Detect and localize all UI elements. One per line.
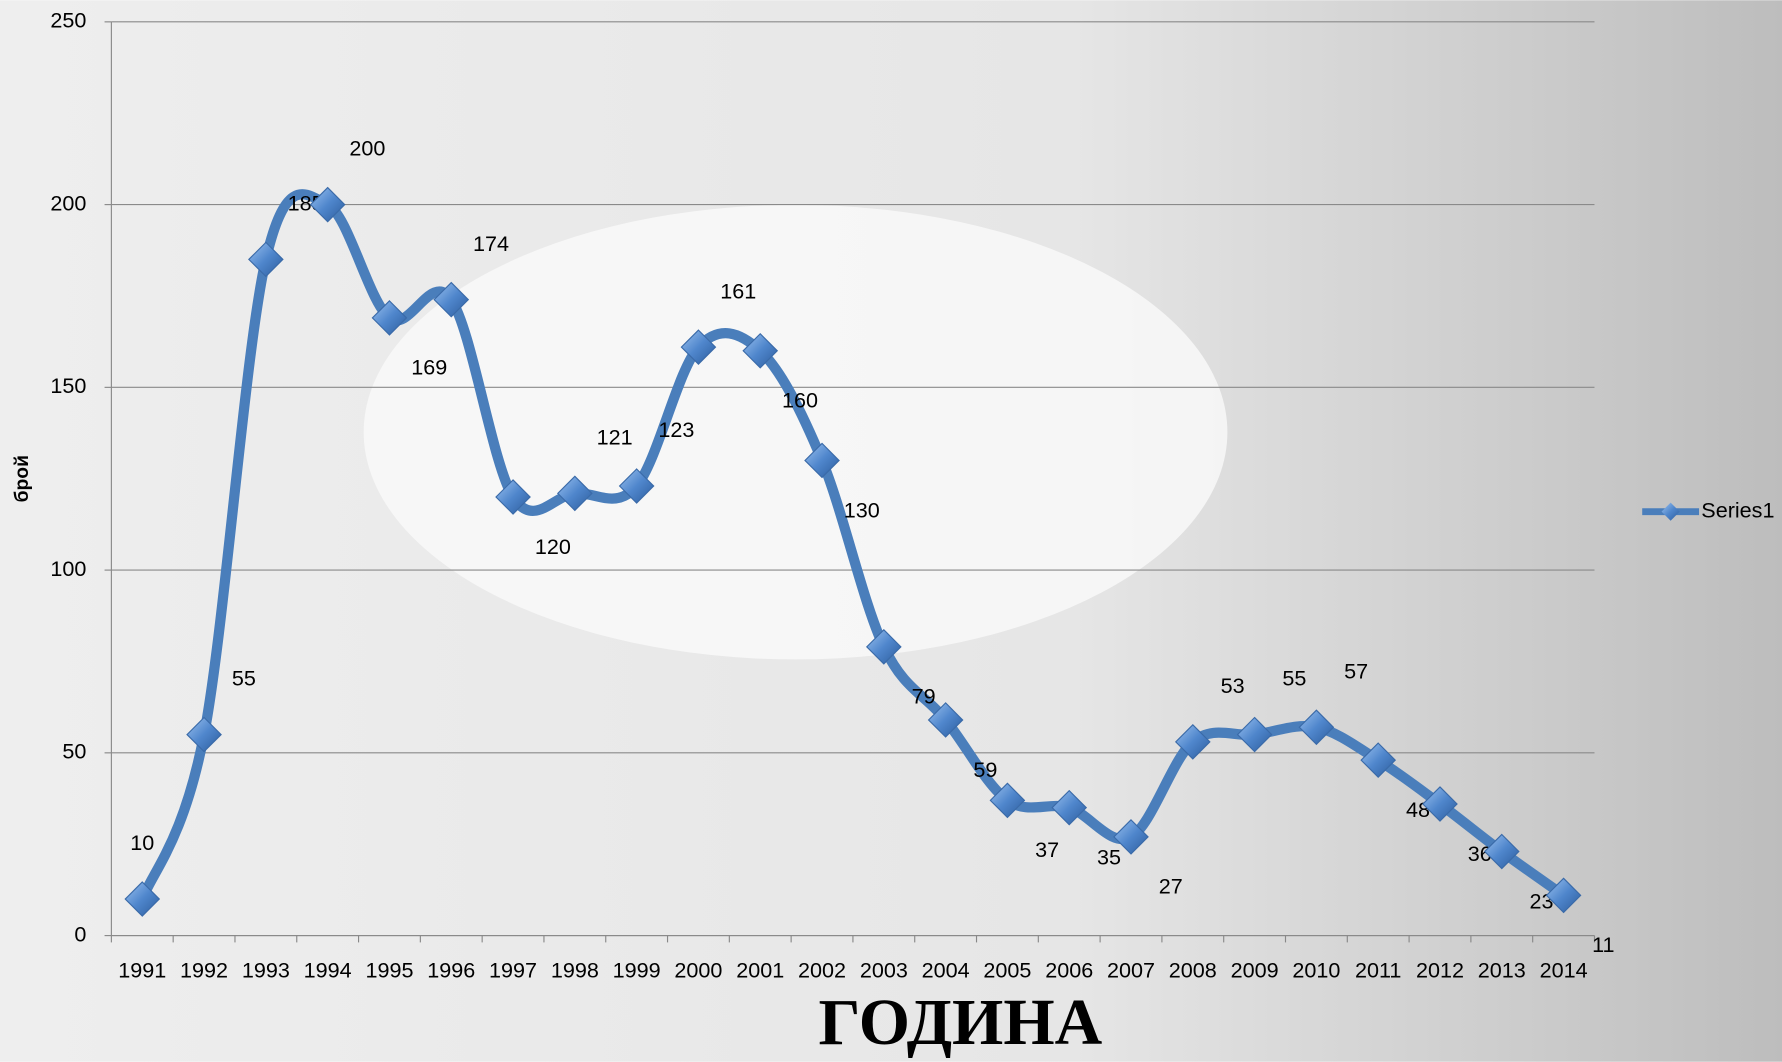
data-label: 53 bbox=[1221, 673, 1245, 698]
x-axis-label: ГОДИНА bbox=[818, 986, 1102, 1059]
x-tick-label: 1994 bbox=[304, 958, 352, 983]
x-tick-label: 2009 bbox=[1231, 958, 1279, 983]
x-tick-label: 1998 bbox=[551, 958, 599, 983]
data-label: 37 bbox=[1035, 837, 1059, 862]
y-tick-label: 100 bbox=[50, 556, 86, 581]
data-label: 160 bbox=[782, 388, 818, 413]
data-label: 10 bbox=[130, 830, 154, 855]
x-tick-label: 2011 bbox=[1355, 958, 1401, 983]
x-tick-label: 2012 bbox=[1416, 958, 1464, 983]
x-tick-label: 2006 bbox=[1045, 958, 1093, 983]
y-tick-label: 50 bbox=[62, 739, 86, 764]
data-label: 123 bbox=[658, 417, 694, 442]
x-tick-label: 2008 bbox=[1169, 958, 1217, 983]
legend-label: Series1 bbox=[1701, 497, 1774, 522]
x-tick-label: 1993 bbox=[242, 958, 290, 983]
x-tick-label: 2010 bbox=[1292, 958, 1340, 983]
x-tick-label: 2014 bbox=[1540, 958, 1588, 983]
x-tick-label: 1995 bbox=[365, 958, 413, 983]
data-label: 55 bbox=[1282, 666, 1306, 691]
x-tick-label: 1992 bbox=[180, 958, 228, 983]
y-tick-label: 200 bbox=[50, 190, 86, 215]
y-tick-label: 0 bbox=[74, 921, 86, 946]
x-tick-label: 2007 bbox=[1107, 958, 1155, 983]
data-label: 57 bbox=[1344, 658, 1368, 683]
x-tick-label: 2005 bbox=[983, 958, 1031, 983]
data-label: 200 bbox=[349, 136, 385, 161]
chart: брой ГОДИНА 0 50 100 150 200 250 1991 1992 1993 1… bbox=[0, 0, 1782, 1062]
y-tick-label: 250 bbox=[50, 8, 86, 33]
data-label: 174 bbox=[473, 231, 509, 256]
x-tick-label: 1997 bbox=[489, 958, 537, 983]
x-tick-label: 2003 bbox=[860, 958, 908, 983]
data-label: 120 bbox=[535, 534, 571, 559]
y-axis-label: брой bbox=[12, 455, 33, 502]
x-tick-label: 1996 bbox=[427, 958, 475, 983]
x-tick-label: 2000 bbox=[674, 958, 722, 983]
data-label: 27 bbox=[1159, 874, 1183, 899]
data-label: 11 bbox=[1592, 932, 1614, 957]
x-tick-label: 2013 bbox=[1478, 958, 1526, 983]
data-label: 35 bbox=[1097, 845, 1121, 870]
x-tick-label: 2004 bbox=[922, 958, 970, 983]
data-label: 169 bbox=[411, 355, 447, 380]
data-label: 59 bbox=[973, 757, 997, 782]
page: брой ГОДИНА 0 50 100 150 200 250 1991 1992 1993 1… bbox=[0, 0, 1782, 1062]
y-tick-label: 150 bbox=[50, 373, 86, 398]
data-label: 79 bbox=[912, 684, 936, 709]
x-tick-label: 1999 bbox=[613, 958, 661, 983]
data-label: 130 bbox=[844, 497, 880, 522]
data-label: 121 bbox=[597, 424, 633, 449]
x-tick-label: 2001 bbox=[736, 958, 784, 983]
x-tick-label: 2002 bbox=[798, 958, 846, 983]
data-label: 161 bbox=[720, 278, 756, 303]
data-label: 55 bbox=[232, 666, 256, 691]
x-tick-label: 1991 bbox=[118, 958, 166, 983]
